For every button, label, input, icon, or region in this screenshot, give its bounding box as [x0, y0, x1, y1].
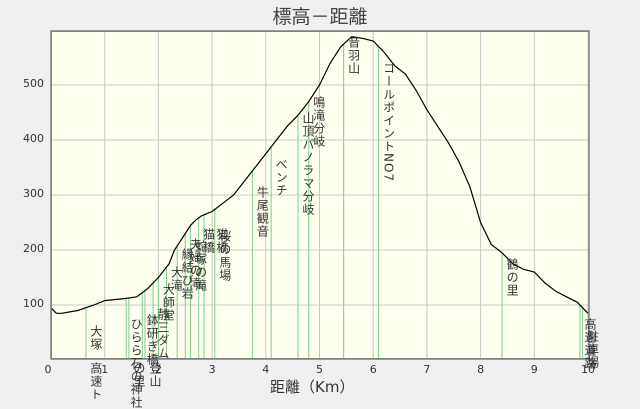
- x-axis-label: 距離（Km）: [270, 378, 355, 396]
- x-tick-label: 10: [581, 363, 595, 376]
- plot-frame: [50, 30, 590, 360]
- y-tick-label: 200: [23, 242, 44, 255]
- waypoint-label: 高速ト: [88, 362, 103, 401]
- waypoint-label: の里: [131, 362, 146, 388]
- waypoint-label: コールポイントNO7: [381, 62, 396, 183]
- x-tick-label: 9: [530, 363, 538, 376]
- waypoint-label: 猫橋: [215, 228, 230, 254]
- x-tick-label: 8: [477, 363, 485, 376]
- waypoint-label: 縁結び岩: [180, 248, 195, 300]
- waypoint-label: 鉢研ぎ橋: [145, 314, 160, 366]
- elevation-chart-svg: [50, 30, 590, 360]
- y-tick-label: 100: [23, 297, 44, 310]
- waypoint-label: 蛇塚の滝: [193, 240, 208, 292]
- waypoint-label: 大師堂: [161, 283, 176, 322]
- waypoint-label: 駐車場: [585, 330, 600, 369]
- waypoint-label: 鶴の里: [505, 258, 520, 297]
- y-tick-label: 400: [23, 132, 44, 145]
- x-tick-label: 1: [101, 363, 109, 376]
- waypoint-label: 登山: [147, 362, 162, 388]
- x-tick-label: 7: [423, 363, 431, 376]
- x-tick-label: 6: [369, 363, 377, 376]
- waypoint-label: 鳴滝分岐: [311, 96, 326, 148]
- x-tick-label: 2: [154, 363, 162, 376]
- x-tick-label: 4: [262, 363, 270, 376]
- x-tick-label: 3: [208, 363, 216, 376]
- elevation-profile-line: [50, 35, 589, 314]
- waypoint-label: 夫婦の滝: [188, 238, 203, 290]
- waypoint-label: 静三ダム: [156, 308, 171, 360]
- x-tick-label: 5: [316, 363, 323, 376]
- waypoint-label: 桜の馬場: [217, 230, 232, 282]
- waypoint-label: ひらら石の神社: [129, 318, 144, 409]
- waypoint-label: 大塚: [88, 325, 103, 351]
- waypoint-label: 音羽山: [346, 36, 361, 75]
- waypoint-label: 猫橋: [201, 228, 216, 254]
- chart-title: 標高－距離: [272, 6, 368, 28]
- x-tick-label: 0: [44, 363, 52, 376]
- waypoint-label: 牛尾観音: [255, 186, 270, 238]
- y-tick-label: 500: [23, 77, 44, 90]
- waypoint-label: 大滝: [169, 266, 184, 292]
- waypoint-label: 高速道路: [582, 318, 597, 370]
- waypoint-label: 山頂パノラマ分岐: [301, 112, 316, 216]
- y-tick-label: 300: [23, 187, 44, 200]
- waypoint-label: ベンチ: [274, 158, 289, 197]
